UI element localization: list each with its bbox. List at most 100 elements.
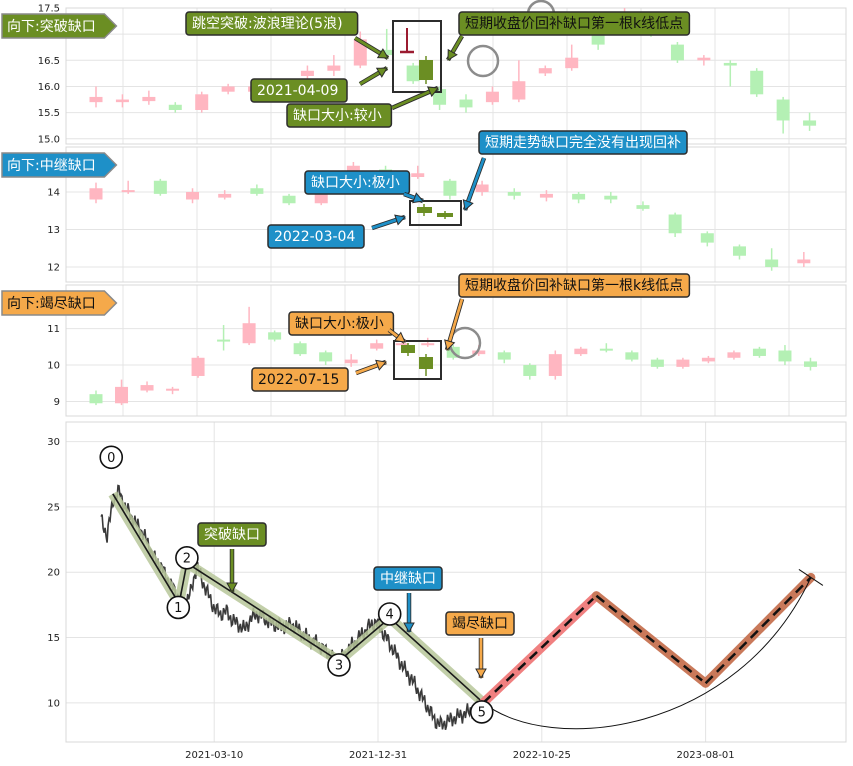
candle <box>538 68 552 74</box>
candle <box>574 348 588 355</box>
gap-tag-runaway-box <box>373 566 443 591</box>
low-point-tag-text: 短期收盘价回补缺口第一根k线低点 <box>465 15 683 32</box>
y-tick-label: 14 <box>47 188 60 199</box>
y-tick-label: 16.0 <box>38 82 60 93</box>
panel-exhaustion-label-shape <box>1 290 118 316</box>
gap-size-tag-box <box>304 170 411 195</box>
gap-size-tag: 缺口大小:较小 <box>286 103 393 128</box>
y-tick-label: 9 <box>54 397 60 408</box>
candle <box>370 343 384 349</box>
low-point-arrow-head <box>444 339 456 351</box>
panel-exhaustion-label-text: 向下:竭尽缺口 <box>7 296 96 312</box>
panel-breakaway-label-text: 向下:突破缺口 <box>7 19 96 35</box>
candle <box>523 365 537 376</box>
gap-size-tag-text: 缺口大小:极小 <box>311 175 400 191</box>
gap-date-tag: 2022-03-04 <box>267 224 365 249</box>
low-point-arrow-head <box>447 48 458 61</box>
candle <box>250 188 264 194</box>
wave-label-number: 3 <box>335 658 343 673</box>
candle <box>153 180 167 194</box>
projection-end-mark <box>798 569 824 586</box>
candle <box>191 357 205 376</box>
candle <box>778 350 792 362</box>
wave-label-circle <box>166 595 191 620</box>
candle <box>539 193 553 198</box>
price-line <box>100 484 484 731</box>
panel-runaway-label-text: 向下:中继缺口 <box>7 158 96 174</box>
candle <box>604 195 618 200</box>
candle <box>395 343 409 346</box>
theory-tag-box <box>185 11 359 36</box>
candle <box>293 343 307 355</box>
panel-breakaway: 17.517.016.516.015.515.0向下:突破缺口跳空突破:波浪理论… <box>1 0 847 145</box>
y-tick-label: 25 <box>47 502 60 513</box>
candle <box>512 81 526 100</box>
projection-arc <box>482 577 812 730</box>
candle <box>242 323 256 344</box>
candle <box>217 339 231 342</box>
panel-wave: 2021-03-10 2021-12-31 2022-10-25 2023-08-01… <box>47 421 847 761</box>
candle <box>803 120 817 126</box>
theory-arrow <box>353 36 390 60</box>
wave-label-circle <box>175 546 199 570</box>
candle <box>750 70 764 95</box>
low-point-tag-box <box>458 273 691 298</box>
candle <box>701 357 715 362</box>
candle <box>406 65 420 82</box>
y-tick-label: 17.5 <box>38 4 60 15</box>
candle <box>89 188 103 200</box>
panel-runaway-label-shape <box>1 152 118 178</box>
low-point-tag-text: 短期收盘价回补缺口第一根k线低点 <box>465 277 683 294</box>
candle <box>797 259 811 264</box>
panel-runaway-frame <box>65 146 847 283</box>
panel-runaway-label: 向下:中继缺口 <box>1 152 118 178</box>
candle <box>497 352 511 360</box>
gap-size-tag: 缺口大小:极小 <box>288 311 395 336</box>
candle <box>485 91 499 103</box>
candle <box>195 94 209 110</box>
panel-runaway-grid <box>66 147 846 282</box>
gap-tag-breakaway: 突破缺口 <box>197 522 267 547</box>
gap-arrow-exhaustion-head <box>475 668 487 680</box>
panel-breakaway-candles <box>89 8 817 134</box>
gap-size-tag-box <box>286 103 393 128</box>
candle <box>314 193 328 204</box>
gap-highlight-box <box>393 340 442 380</box>
panel-breakaway-frame <box>65 7 847 145</box>
candle <box>89 394 103 404</box>
candle <box>142 96 156 102</box>
y-tick-label: 20 <box>47 568 60 579</box>
date-arrow-head <box>375 359 387 371</box>
theory-tag-text: 跳空突破:波浪理论(5浪) <box>192 16 343 32</box>
candle <box>221 86 235 92</box>
candle <box>636 205 650 209</box>
candle <box>166 388 180 391</box>
x-tick-label: 2023-08-01 <box>677 750 735 761</box>
date-arrow <box>355 359 387 376</box>
gap-tag-breakaway-box <box>197 522 267 547</box>
size-arrow <box>403 191 424 204</box>
projection-dashed-line <box>595 594 707 685</box>
theory-tag: 跳空突破:波浪理论(5浪) <box>185 11 359 36</box>
candle <box>459 99 473 108</box>
gap-size-tag-box <box>288 311 395 336</box>
panel-breakaway-label: 向下:突破缺口 <box>1 13 118 39</box>
date-arrow <box>358 66 389 86</box>
y-tick-label: 11 <box>47 324 60 335</box>
size-arrow <box>387 328 407 344</box>
candle <box>697 57 711 61</box>
projection-dashed-line <box>482 594 598 704</box>
gap-date-tag-box <box>251 367 349 392</box>
gap-tag-exhaustion: 竭尽缺口 <box>445 611 515 636</box>
candle <box>443 180 457 196</box>
date-arrow <box>371 214 406 231</box>
low-point-arrow <box>444 298 465 351</box>
wave-label-number: 5 <box>478 705 486 720</box>
panel-breakaway-label-shape <box>1 13 118 39</box>
size-arrow <box>391 85 439 111</box>
candle <box>344 359 358 364</box>
candle <box>327 65 341 71</box>
